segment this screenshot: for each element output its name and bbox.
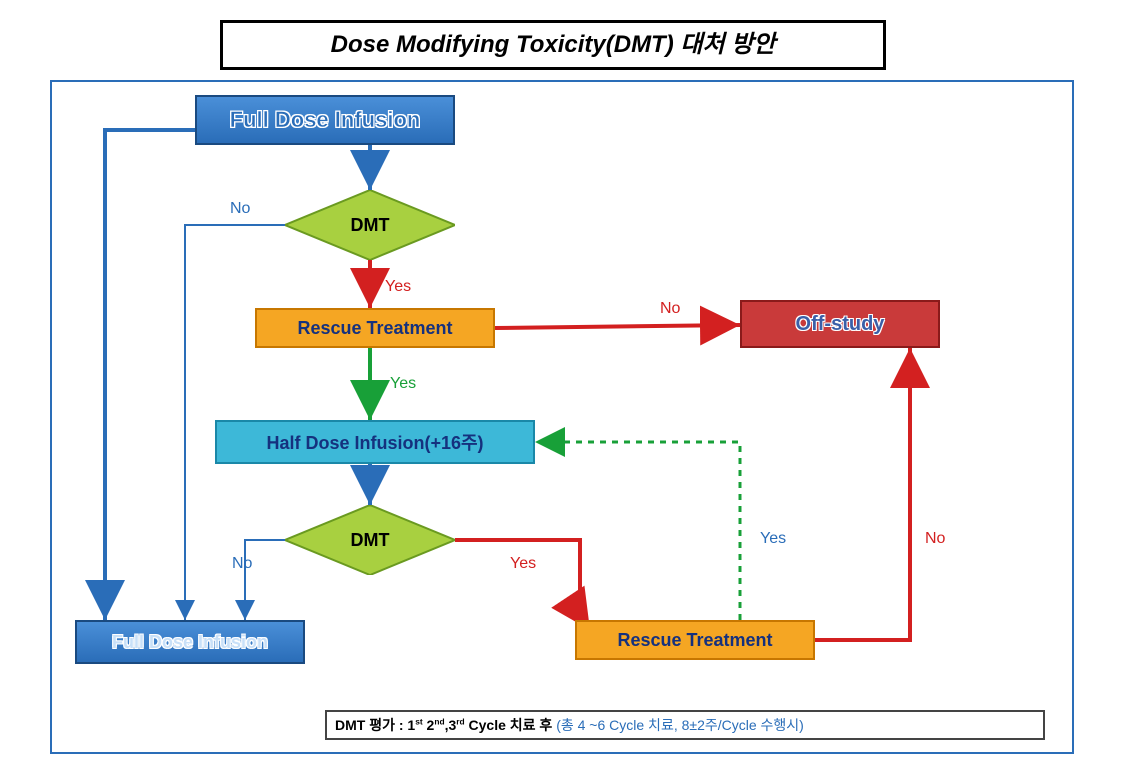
footnote-mid3: Cycle 치료 후	[465, 717, 557, 733]
edge-label-rescue1-no: No	[660, 300, 680, 318]
footnote: DMT 평가 : 1st 2nd,3rd Cycle 치료 후 (총 4 ~6 …	[325, 710, 1045, 740]
node-label: Off-study	[796, 313, 885, 336]
node-label: DMT	[351, 215, 390, 236]
footnote-blue: (총 4 ~6 Cycle 치료, 8±2주/Cycle 수행시)	[556, 717, 804, 733]
node-full-dose-top: Full Dose Infusion	[195, 95, 455, 145]
footnote-mid1: 2	[423, 717, 435, 733]
node-half-dose: Half Dose Infusion(+16주)	[215, 420, 535, 464]
page-title: Dose Modifying Toxicity(DMT) 대처 방안	[220, 20, 886, 70]
node-off-study: Off-study	[740, 300, 940, 348]
node-dmt1: DMT	[285, 190, 455, 260]
node-label: Full Dose Infusion	[230, 107, 421, 133]
edge-label-rescue2-yes: Yes	[760, 530, 786, 548]
edge-label-rescue2-no: No	[925, 530, 945, 548]
edge-label-dmt2-no: No	[232, 555, 252, 573]
node-rescue2: Rescue Treatment	[575, 620, 815, 660]
node-rescue1: Rescue Treatment	[255, 308, 495, 348]
node-label: Half Dose Infusion(+16주)	[266, 429, 483, 455]
footnote-sup2: nd	[434, 716, 444, 726]
edge-label-dmt1-yes: Yes	[385, 278, 411, 296]
footnote-mid2: ,3	[445, 717, 457, 733]
node-full-dose-bottom: Full Dose Infusion	[75, 620, 305, 664]
footnote-sup3: rd	[456, 716, 464, 726]
edge-label-dmt1-no: No	[230, 200, 250, 218]
edge-label-rescue1-yes: Yes	[390, 375, 416, 393]
node-label: Rescue Treatment	[617, 630, 772, 651]
footnote-prefix: DMT 평가 : 1	[335, 717, 415, 733]
node-label: Full Dose Infusion	[112, 632, 268, 653]
node-label: Rescue Treatment	[297, 318, 452, 339]
diagram-canvas: Dose Modifying Toxicity(DMT) 대처 방안	[20, 20, 1103, 762]
edge-label-dmt2-yes: Yes	[510, 555, 536, 573]
node-dmt2: DMT	[285, 505, 455, 575]
footnote-sup1: st	[415, 716, 422, 726]
node-label: DMT	[351, 530, 390, 551]
